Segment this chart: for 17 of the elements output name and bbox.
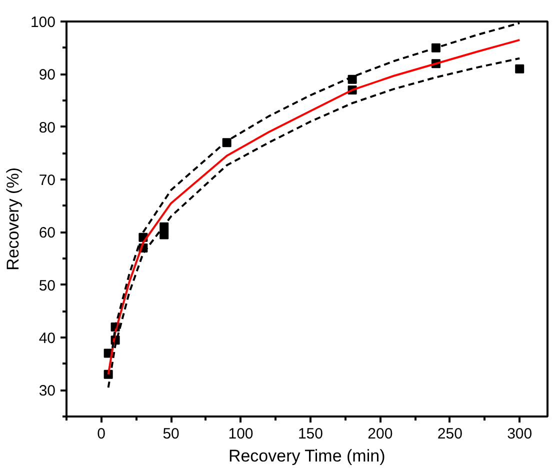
x-tick-label: 0 (97, 426, 106, 442)
y-tick-label: 70 (38, 172, 56, 189)
y-tick-label: 30 (38, 382, 56, 400)
x-tick-label: 100 (228, 426, 254, 442)
y-tick-label: 60 (38, 224, 56, 242)
x-tick-label: 300 (507, 426, 532, 442)
y-tick-label: 90 (38, 66, 56, 84)
x-tick-label: 200 (368, 426, 393, 442)
y-tick-label: 50 (38, 277, 56, 294)
x-tick-label: 150 (298, 426, 324, 442)
y-tick-label: 40 (38, 330, 56, 347)
x-tick-label: 250 (437, 426, 462, 442)
x-tick-label: 50 (162, 426, 180, 442)
y-tick-label: 80 (38, 119, 56, 136)
y-tick-label: 100 (30, 14, 56, 31)
x-axis-title: Recovery Time (min) (228, 446, 386, 466)
y-axis-title: Recovery (%) (3, 168, 22, 270)
